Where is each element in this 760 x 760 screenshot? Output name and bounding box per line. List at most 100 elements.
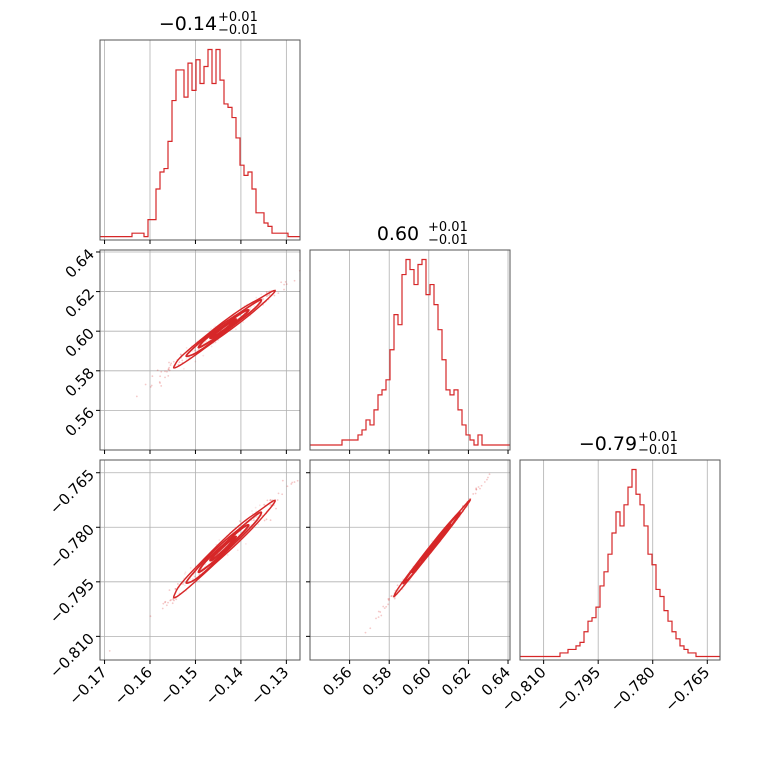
x-tick-label: −0.765 [661, 663, 713, 715]
sample-point [218, 539, 221, 541]
sample-point [266, 294, 269, 297]
x-tick-label-group: −0.17 [65, 663, 110, 708]
sample-point [198, 573, 200, 576]
sample-point [283, 283, 286, 286]
sample-point [285, 283, 288, 286]
histogram-panel-1: 0.60 +0.01−0.01 [309, 220, 511, 454]
x-tick-label: −0.16 [111, 663, 156, 708]
sample-point [168, 589, 171, 592]
sample-point [173, 599, 175, 602]
sample-point [393, 597, 396, 600]
sample-point [164, 601, 166, 604]
x-tick-label-group: −0.14 [202, 663, 247, 708]
sample-point [483, 481, 486, 483]
y-tick-label-group: −0.780 [46, 521, 98, 573]
histogram-step [310, 258, 510, 446]
sample-point [176, 583, 179, 585]
sample-point [254, 506, 257, 509]
title-value: −0.14 [159, 13, 217, 35]
sample-point [377, 610, 380, 613]
panel-title: −0.14 [159, 13, 217, 35]
y-tick-label-group: 0.64 [62, 245, 98, 281]
density-contour [197, 523, 250, 574]
sample-point [197, 348, 200, 351]
sample-point [182, 581, 185, 584]
sample-point [151, 375, 154, 378]
sample-point [382, 605, 385, 608]
sample-point [198, 579, 201, 582]
sample-point [472, 493, 475, 495]
sample-point [204, 563, 207, 566]
sample-point [182, 583, 185, 586]
x-tick-label: −0.14 [202, 663, 247, 708]
sample-point [189, 566, 192, 569]
density-contour [172, 499, 276, 599]
sample-point [263, 503, 266, 506]
sample-point [159, 375, 162, 378]
sample-point [387, 603, 390, 606]
y-tick-label-group: 0.58 [62, 364, 98, 400]
sample-point [235, 328, 237, 331]
sample-point [260, 293, 263, 296]
title-lower-error: −0.01 [428, 233, 468, 248]
sample-point [475, 487, 478, 490]
sample-point [281, 493, 284, 496]
sample-point [214, 341, 216, 344]
x-tick-label-group: −0.795 [552, 663, 604, 715]
sample-point [266, 499, 269, 502]
sample-point [269, 519, 272, 522]
sample-point [290, 483, 293, 485]
sample-point [183, 572, 186, 575]
scatter-panel-1-0: 0.56 0.58 0.600.62 0.64 [62, 245, 301, 454]
x-tick-label-group: −0.15 [156, 663, 201, 708]
sample-point [189, 578, 192, 580]
sample-point [237, 533, 240, 536]
x-tick-label-group: 0.60 [398, 663, 434, 699]
sample-point [194, 360, 197, 363]
y-tick-label: 0.62 [62, 285, 98, 321]
x-tick-label: 0.62 [438, 663, 474, 699]
sample-point [226, 554, 229, 556]
sample-point [475, 488, 478, 491]
x-tick-label-group: −0.13 [247, 663, 292, 708]
sample-point [166, 370, 168, 373]
sample-point [244, 542, 247, 545]
sample-point [172, 598, 175, 601]
sample-point [193, 349, 196, 352]
x-tick-label: −0.17 [65, 663, 110, 708]
sample-point [177, 363, 180, 366]
sample-point [380, 614, 383, 617]
sample-point [184, 571, 187, 574]
sample-point [263, 519, 266, 522]
histogram-step [100, 48, 300, 238]
sample-point [280, 281, 283, 284]
panel-frame [99, 459, 301, 661]
title-upper-error: +0.01 [218, 10, 258, 25]
sample-point [167, 368, 170, 371]
sample-point [159, 382, 161, 384]
sample-point [257, 523, 260, 526]
sample-point [210, 345, 213, 348]
sample-point [475, 488, 478, 491]
sample-point [162, 602, 165, 605]
sample-point [198, 572, 201, 575]
x-tick-label: 0.56 [319, 663, 355, 699]
sample-point [265, 295, 268, 298]
sample-point [156, 369, 159, 372]
y-tick-label: −0.765 [46, 466, 98, 518]
sample-point [204, 341, 206, 343]
sample-point [377, 616, 380, 619]
sample-point [487, 476, 489, 479]
sample-point [277, 292, 280, 294]
sample-point [251, 510, 253, 512]
sample-point [250, 519, 253, 522]
sample-point [236, 549, 239, 552]
sample-point [193, 575, 196, 578]
x-tick-label: −0.795 [552, 663, 604, 715]
panel-title: −0.79 [579, 433, 637, 455]
sample-point [390, 595, 393, 597]
sample-point [479, 487, 481, 490]
title-upper-error: +0.01 [638, 430, 678, 445]
x-tick-label: −0.13 [247, 663, 292, 708]
x-tick-label: 0.60 [398, 663, 434, 699]
